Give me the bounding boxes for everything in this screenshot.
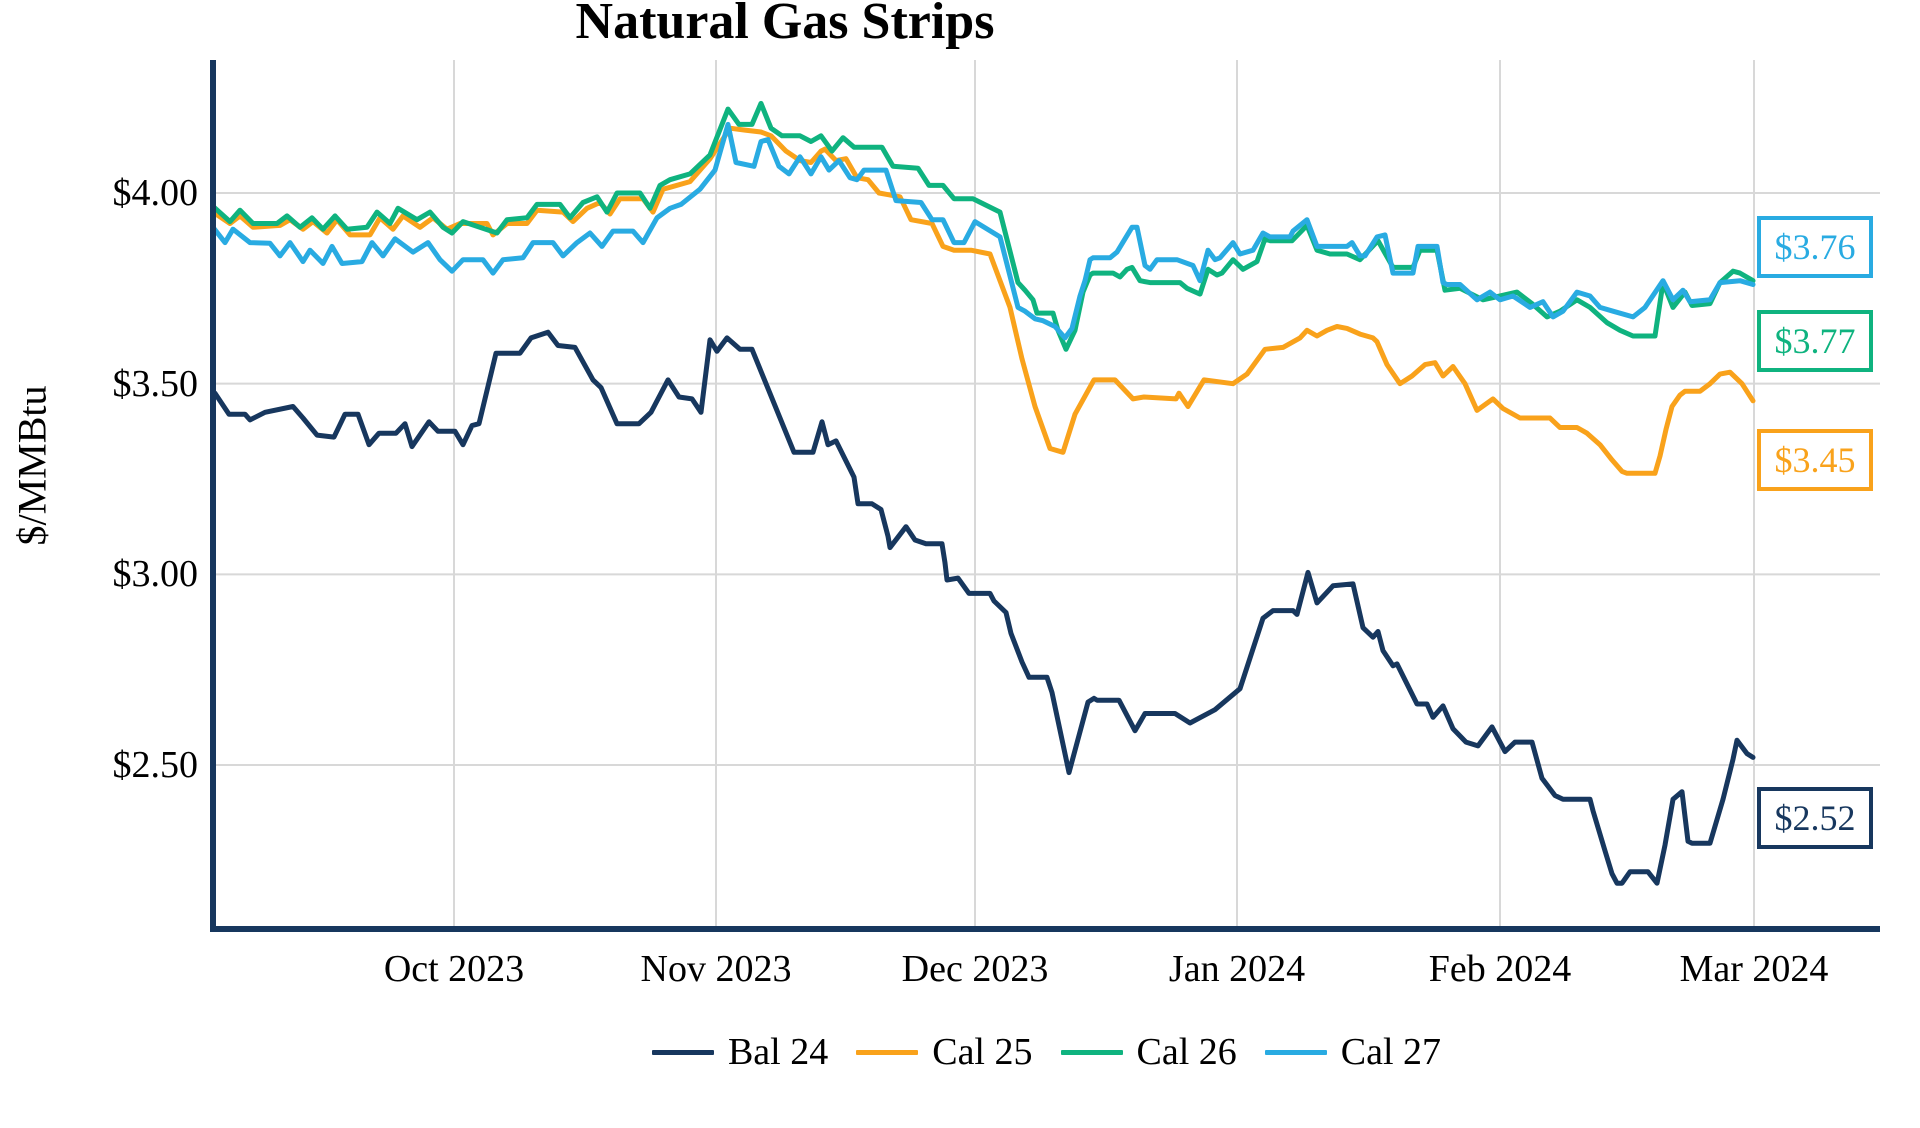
legend-line-swatch [651, 1049, 714, 1055]
x-tick-label: Feb 2024 [1428, 948, 1572, 990]
x-tick-label: Oct 2023 [383, 948, 525, 990]
legend-line-swatch [1264, 1049, 1327, 1055]
x-tick-label: Jan 2024 [1168, 948, 1306, 990]
legend-item-cal-25: Cal 25 [856, 1030, 1033, 1074]
legend-label: Cal 26 [1136, 1031, 1237, 1073]
series-lines [210, 100, 1756, 886]
x-tick-label: Mar 2024 [1679, 948, 1829, 990]
series-line-cal-27 [210, 121, 1756, 341]
axes [210, 60, 1880, 932]
legend: Bal 24 Cal 25 Cal 26 Cal 27 [213, 1030, 1880, 1074]
legend-label: Cal 25 [932, 1031, 1033, 1073]
y-tick-label: $3.00 [112, 553, 199, 596]
legend-item-bal-24: Bal 24 [651, 1030, 829, 1074]
x-tick-label: Nov 2023 [640, 948, 792, 990]
legend-item-cal-26: Cal 26 [1060, 1030, 1237, 1074]
legend-label: Bal 24 [727, 1031, 829, 1073]
legend-item-cal-27: Cal 27 [1264, 1030, 1442, 1074]
gridlines [213, 60, 1880, 929]
x-tick-label: Dec 2023 [901, 948, 1049, 990]
y-tick-label: $4.00 [112, 172, 199, 214]
end-value-label: $3.45 [1757, 429, 1873, 491]
legend-line-swatch [856, 1049, 919, 1055]
end-value-label: $3.77 [1757, 310, 1873, 372]
legend-label: Cal 27 [1340, 1031, 1442, 1073]
series-line-cal-26 [210, 100, 1756, 352]
legend-line-swatch [1060, 1049, 1123, 1055]
y-tick-label: $2.50 [112, 743, 199, 786]
y-tick-label: $3.50 [112, 362, 199, 405]
chart-title: Natural Gas Strips [575, 0, 995, 50]
end-value-label: $3.76 [1757, 216, 1873, 278]
end-value-label: $2.52 [1757, 787, 1873, 849]
series-line-bal-24 [212, 329, 1756, 886]
series-line-cal-25 [210, 125, 1756, 476]
